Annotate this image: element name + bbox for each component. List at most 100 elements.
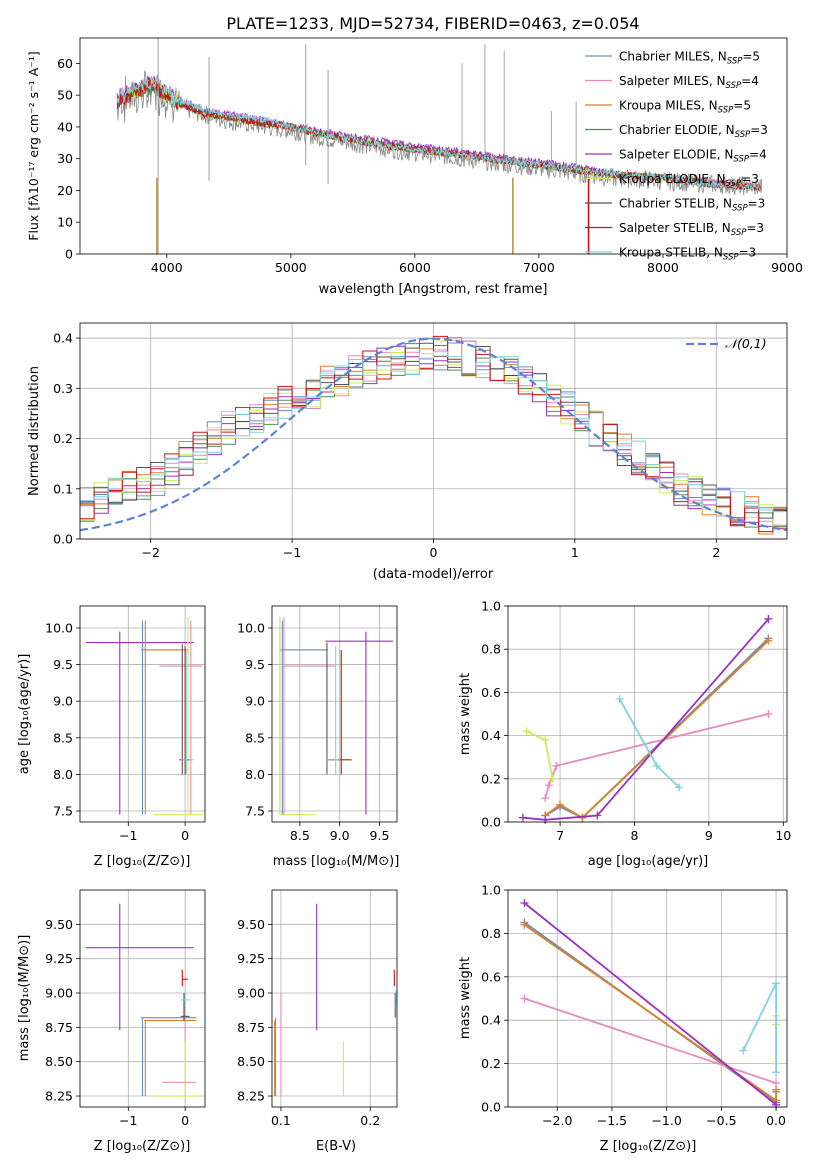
spectrum-legend-label: Kroupa STELIB, NSSP=3 [619, 246, 756, 263]
mass-weight-z-series-line [742, 982, 777, 1073]
mass-z-ylabel: mass [log₁₀(M/M⊙)] [17, 935, 32, 1062]
mass-z-errorbars [85, 903, 203, 1097]
mass-z-ytick-label: 8.75 [45, 1020, 73, 1035]
spectrum-legend-label: Chabrier ELODIE, NSSP=3 [619, 123, 768, 140]
mass-weight-age-point-marker [675, 783, 684, 792]
mass-z-ytick-label: 9.25 [45, 951, 73, 966]
mass-weight-age-ytick-label: 0.8 [481, 642, 501, 657]
mass-weight-age-series-line [526, 730, 554, 779]
mass-weight-age-series-line [544, 713, 769, 799]
mass-weight-age-xtick-label: 10 [775, 828, 791, 843]
age-mass-ytick-label: 8.5 [245, 730, 265, 745]
mass-weight-age-point-marker [544, 781, 553, 790]
residual-xtick-label: 1 [571, 545, 579, 560]
residual-ytick-label: 0.1 [53, 481, 73, 496]
mass-weight-z-xtick-label: −2.0 [542, 1113, 572, 1128]
mass-ebv-xtick-label: 0.2 [360, 1113, 380, 1128]
residual-xtick-label: −1 [283, 545, 301, 560]
mass-ebv-ytick-label: 8.75 [237, 1020, 265, 1035]
mass-weight-age-point-marker [764, 636, 773, 645]
mass-ebv-errorbars [274, 903, 397, 1097]
age-z-ytick-label: 8.5 [53, 730, 73, 745]
residual-ytick-label: 0.4 [53, 331, 73, 346]
spectrum-legend-label: Kroupa MILES, NSSP=5 [619, 99, 751, 116]
spectrum-xtick-label: 4000 [151, 260, 183, 275]
mass-weight-age-point-marker [593, 811, 602, 820]
mass-weight-z-ytick-label: 1.0 [481, 883, 501, 898]
mass-weight-age-ticks: 7 8 9 10 0.0 0.2 0.4 0.6 0.8 1.0 [481, 599, 791, 844]
mass-weight-age-point-marker [615, 694, 624, 703]
spectrum-xtick-label: 9000 [771, 260, 803, 275]
mass-weight-age-ytick-label: 0.4 [481, 728, 501, 743]
model-spectrum-line [116, 76, 763, 192]
age-z-ticks: −1 0 7.5 8.0 8.5 9.0 9.5 10.0 [45, 620, 189, 843]
mass-weight-z-xtick-label: −1.5 [597, 1113, 627, 1128]
residual-ylabel: Normed distribution [27, 366, 42, 496]
mass-weight-age-xtick-label: 7 [556, 828, 564, 843]
mass-weight-age-point-marker [548, 774, 557, 783]
spectrum-legend-label: Salpeter ELODIE, NSSP=4 [619, 148, 767, 165]
residual-xtick-label: 2 [712, 545, 720, 560]
mass-weight-age-xtick-label: 8 [631, 828, 639, 843]
age-z-ytick-label: 7.5 [53, 804, 73, 819]
mass-z-ytick-label: 9.50 [45, 917, 73, 932]
age-z-xtick-label: −1 [119, 828, 137, 843]
age-mass-ytick-label: 7.5 [245, 804, 265, 819]
mass-weight-z-ytick-label: 0.6 [481, 969, 501, 984]
mass-z-ticks: −1 0 8.25 8.50 8.75 9.00 9.25 9.50 [45, 917, 189, 1128]
age-mass-xtick-label: 9.5 [370, 828, 390, 843]
spectrum-legend-label: Chabrier MILES, NSSP=5 [619, 50, 760, 67]
spectrum-panel: 4000 5000 6000 7000 8000 9000 0 10 20 30 40 50 60 Ch… [26, 37, 803, 297]
mass-weight-z-xtick-label: −0.5 [706, 1113, 736, 1128]
mass-ebv-xlabel: E(B-V) [316, 1139, 356, 1154]
mass-weight-z-ytick-label: 0.8 [481, 926, 501, 941]
mass-weight-z-point-marker [772, 979, 781, 988]
mass-weight-z-xtick-label: −1.0 [651, 1113, 681, 1128]
residual-histograms [79, 335, 787, 539]
spectrum-ytick-label: 10 [57, 215, 73, 230]
age-mass-xtick-label: 8.5 [290, 828, 310, 843]
age-z-panel: −1 0 7.5 8.0 8.5 9.0 9.5 10.0 Z [log₁₀(Z/Z⊙)] a… [17, 605, 206, 869]
mass-weight-z-series-line [524, 997, 777, 1084]
spectrum-legend-label: Chabrier STELIB, NSSP=3 [619, 197, 765, 214]
spectrum-ytick-label: 0 [65, 247, 73, 262]
age-mass-ytick-label: 10.0 [237, 620, 265, 635]
mass-weight-z-ytick-label: 0.2 [481, 1056, 501, 1071]
mass-z-xtick-label: 0 [181, 1113, 189, 1128]
mass-weight-z-point-marker [772, 1068, 781, 1077]
mass-ebv-axes-frame [271, 889, 398, 1108]
residual-ticks: −2 −1 0 1 2 0.0 0.1 0.2 0.3 0.4 [53, 331, 720, 560]
mass-ebv-panel: 0.1 0.2 8.25 8.50 8.75 9.00 9.25 9.50 E(B-V) [237, 889, 398, 1154]
age-z-ylabel: age [log₁₀(age/yr)] [17, 654, 32, 775]
mass-weight-z-ylabel: mass weight [458, 957, 473, 1039]
residual-histogram [79, 351, 787, 539]
mass-weight-age-series-line [522, 618, 770, 821]
mass-weight-age-ytick-label: 0.0 [481, 815, 501, 830]
spectrum-legend-label: Kroupa ELODIE, NSSP=3 [619, 172, 759, 189]
residual-xtick-label: 0 [430, 545, 438, 560]
mass-weight-age-point-marker [541, 815, 550, 824]
age-z-ytick-label: 8.0 [53, 767, 73, 782]
mass-weight-age-point-marker [518, 813, 527, 822]
age-z-errorbars [85, 616, 204, 816]
spectrum-lines [116, 38, 763, 254]
mass-weight-age-xlabel: age [log₁₀(age/yr)] [588, 854, 709, 869]
mass-weight-z-panel: −2.0 −1.5 −1.0 −0.5 0.0 0.0 0.2 0.4 0.6 0.8 1.0 Z … [458, 883, 788, 1154]
mass-weight-age-grid [508, 605, 787, 823]
mass-weight-age-ylabel: mass weight [458, 673, 473, 755]
spectrum-xtick-label: 7000 [523, 260, 555, 275]
age-mass-xlabel: mass [log₁₀(M/M⊙)] [273, 854, 400, 869]
mass-z-ytick-label: 9.00 [45, 986, 73, 1001]
spectrum-ytick-label: 60 [57, 56, 73, 71]
mass-weight-age-point-marker [764, 614, 773, 623]
age-mass-xtick-label: 9.0 [330, 828, 350, 843]
spectrum-ytick-label: 40 [57, 119, 73, 134]
mass-ebv-ytick-label: 9.50 [237, 917, 265, 932]
age-z-xtick-label: 0 [181, 828, 189, 843]
age-mass-grid [272, 606, 397, 822]
mass-weight-age-point-marker [552, 761, 561, 770]
mass-ebv-grid [272, 890, 397, 1107]
spectrum-legend-label: Salpeter STELIB, NSSP=3 [619, 221, 764, 238]
mass-weight-z-point-marker [520, 994, 529, 1003]
